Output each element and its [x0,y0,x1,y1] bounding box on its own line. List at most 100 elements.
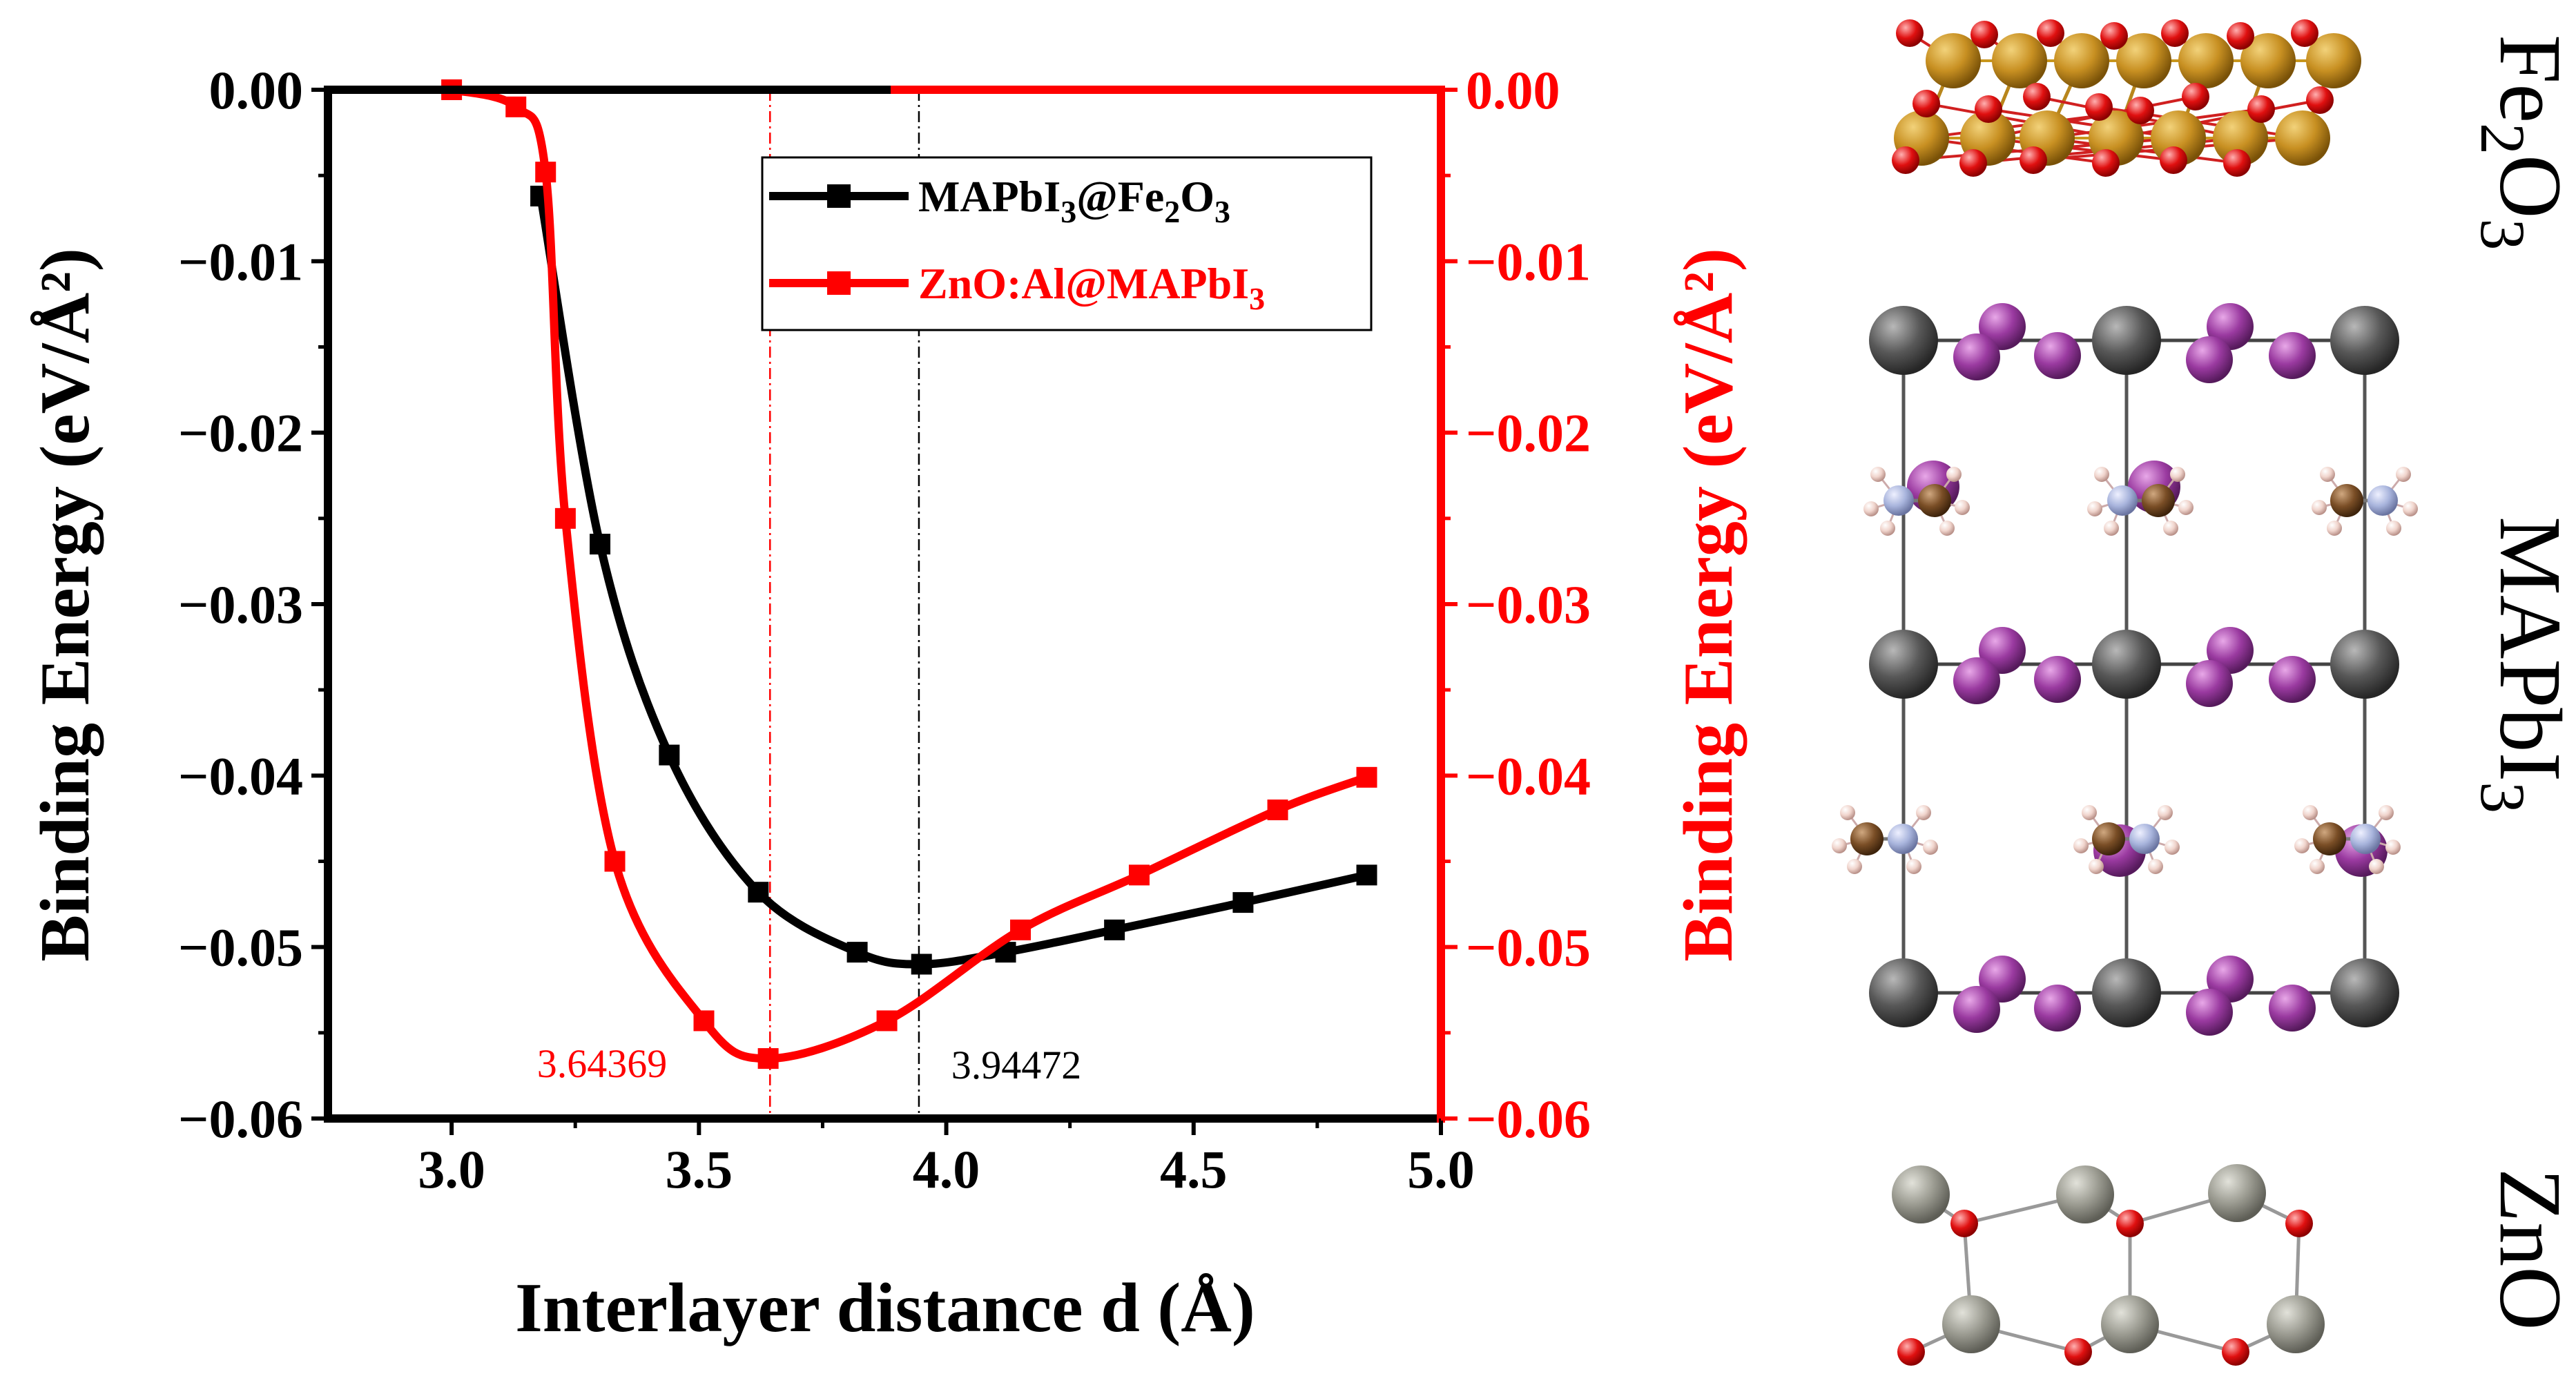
o-atom [2247,95,2275,123]
o-atom [2182,83,2209,110]
fe-o-bond [2046,108,2262,139]
c-atom [1918,484,1951,517]
data-point [1356,766,1377,788]
x-tick-label: 4.5 [1160,1139,1228,1199]
h-atom [2320,467,2335,482]
i-atom [2269,985,2316,1032]
i-atom [2034,656,2081,703]
n-atom [2129,824,2160,854]
red-minimum-label: 3.64369 [537,1041,668,1086]
h-atom [2327,521,2342,536]
zn-atom [2101,1295,2159,1353]
y-axis-label-right: Binding Energy (eV/Å²) [1669,248,1747,962]
h-atom [2369,859,2384,874]
o-atom [2064,1338,2092,1366]
i-atom [2269,656,2316,703]
data-point [535,162,556,183]
pb-atom [2330,958,2399,1027]
c-atom [2313,822,2346,855]
fe-o-bond [1921,137,2107,164]
h-atom [2165,840,2180,855]
zn-atom [2056,1165,2114,1223]
data-point [505,96,527,117]
o-atom [2285,1210,2313,1237]
legend-marker-red [827,271,851,295]
y-tick-label-right: −0.03 [1466,574,1591,635]
x-tick-label: 4.0 [913,1139,980,1199]
pb-atom [2092,958,2161,1027]
mapbi3-structure [1832,303,2418,1036]
x-tick-label: 5.0 [1407,1139,1475,1199]
y-axis-label-left: Binding Energy (eV/Å²) [26,248,104,962]
c-atom [2142,484,2175,517]
atomic-structures: Fe2O3 MAPbI3 ZnO [1832,19,2576,1366]
zn-atom [1942,1295,2000,1353]
fe-atom [1926,33,1981,88]
o-atom [1959,149,1987,177]
i-atom [1953,333,2000,380]
i-atom [2186,989,2233,1036]
legend-marker-black [827,184,851,208]
h-atom [1946,467,1962,482]
legend-label-red: ZnO:Al@MAPbI3 [918,259,1265,316]
data-point [604,851,626,872]
h-atom [1847,859,1862,874]
h-atom [2294,838,2309,853]
i-atom [1953,986,2000,1033]
pb-atom [2092,306,2161,375]
x-axis-label: Interlayer distance d (Å) [515,1269,1255,1347]
h-atom [2087,501,2102,516]
pb-atom [1869,306,1938,375]
o-atom [2222,1338,2249,1366]
legend: MAPbI3@Fe2O3 ZnO:Al@MAPbI3 [761,156,1373,331]
zno-label: ZnO [2481,1168,2576,1330]
y-tick-label-left: −0.01 [178,231,303,291]
o-atom [2227,22,2254,50]
o-atom [2161,19,2189,47]
data-point [876,1010,898,1032]
h-atom [1906,859,1921,874]
o-atom [1897,1338,1925,1366]
data-point [1104,919,1125,940]
data-point [1128,864,1150,886]
zno-structure [1892,1164,2325,1366]
zn-atom [2208,1164,2266,1222]
data-point [748,882,769,903]
i-atom [2034,332,2081,379]
o-atom [2092,149,2120,177]
h-atom [1916,805,1931,820]
fe2o3-structure [1892,19,2361,177]
fe-atom [2275,110,2330,166]
h-atom [1939,521,1955,536]
o-atom [2116,1210,2144,1237]
series-layer [441,79,1377,1069]
h-atom [2396,467,2411,482]
ticks-layer: 3.0 3.5 4.0 4.5 5.0 0.00 0.00 −0.01 −0.01 −0.02 −0… [178,60,1591,1199]
y-tick-label-left: −0.06 [178,1089,303,1149]
o-atom [1970,21,1998,48]
black-minimum-label: 3.94472 [951,1043,1082,1087]
i-atom [2186,660,2233,707]
fe-atom [2116,33,2171,88]
pb-atom [2092,630,2161,699]
y-tick-label-left: 0.00 [209,60,304,120]
zn-atom [2267,1295,2325,1353]
h-atom [2082,805,2097,820]
h-atom [2309,859,2325,874]
h-atom [2073,838,2089,853]
fe-o-bond [2046,137,2238,164]
o-atom [2100,22,2128,50]
fe-atom [2178,33,2234,88]
h-atom [2104,521,2119,536]
fe-atom [2213,110,2268,166]
h-atom [2170,467,2185,482]
x-tick-label: 3.0 [418,1139,485,1199]
fe-atom [1992,33,2047,88]
fe-atom [2054,33,2109,88]
mapbi3-label: MAPbI3 [2468,516,2576,813]
h-atom [2089,859,2104,874]
o-atom [2160,146,2187,174]
n-atom [2367,485,2398,516]
h-atom [2158,805,2173,820]
pb-atom [1869,630,1938,699]
